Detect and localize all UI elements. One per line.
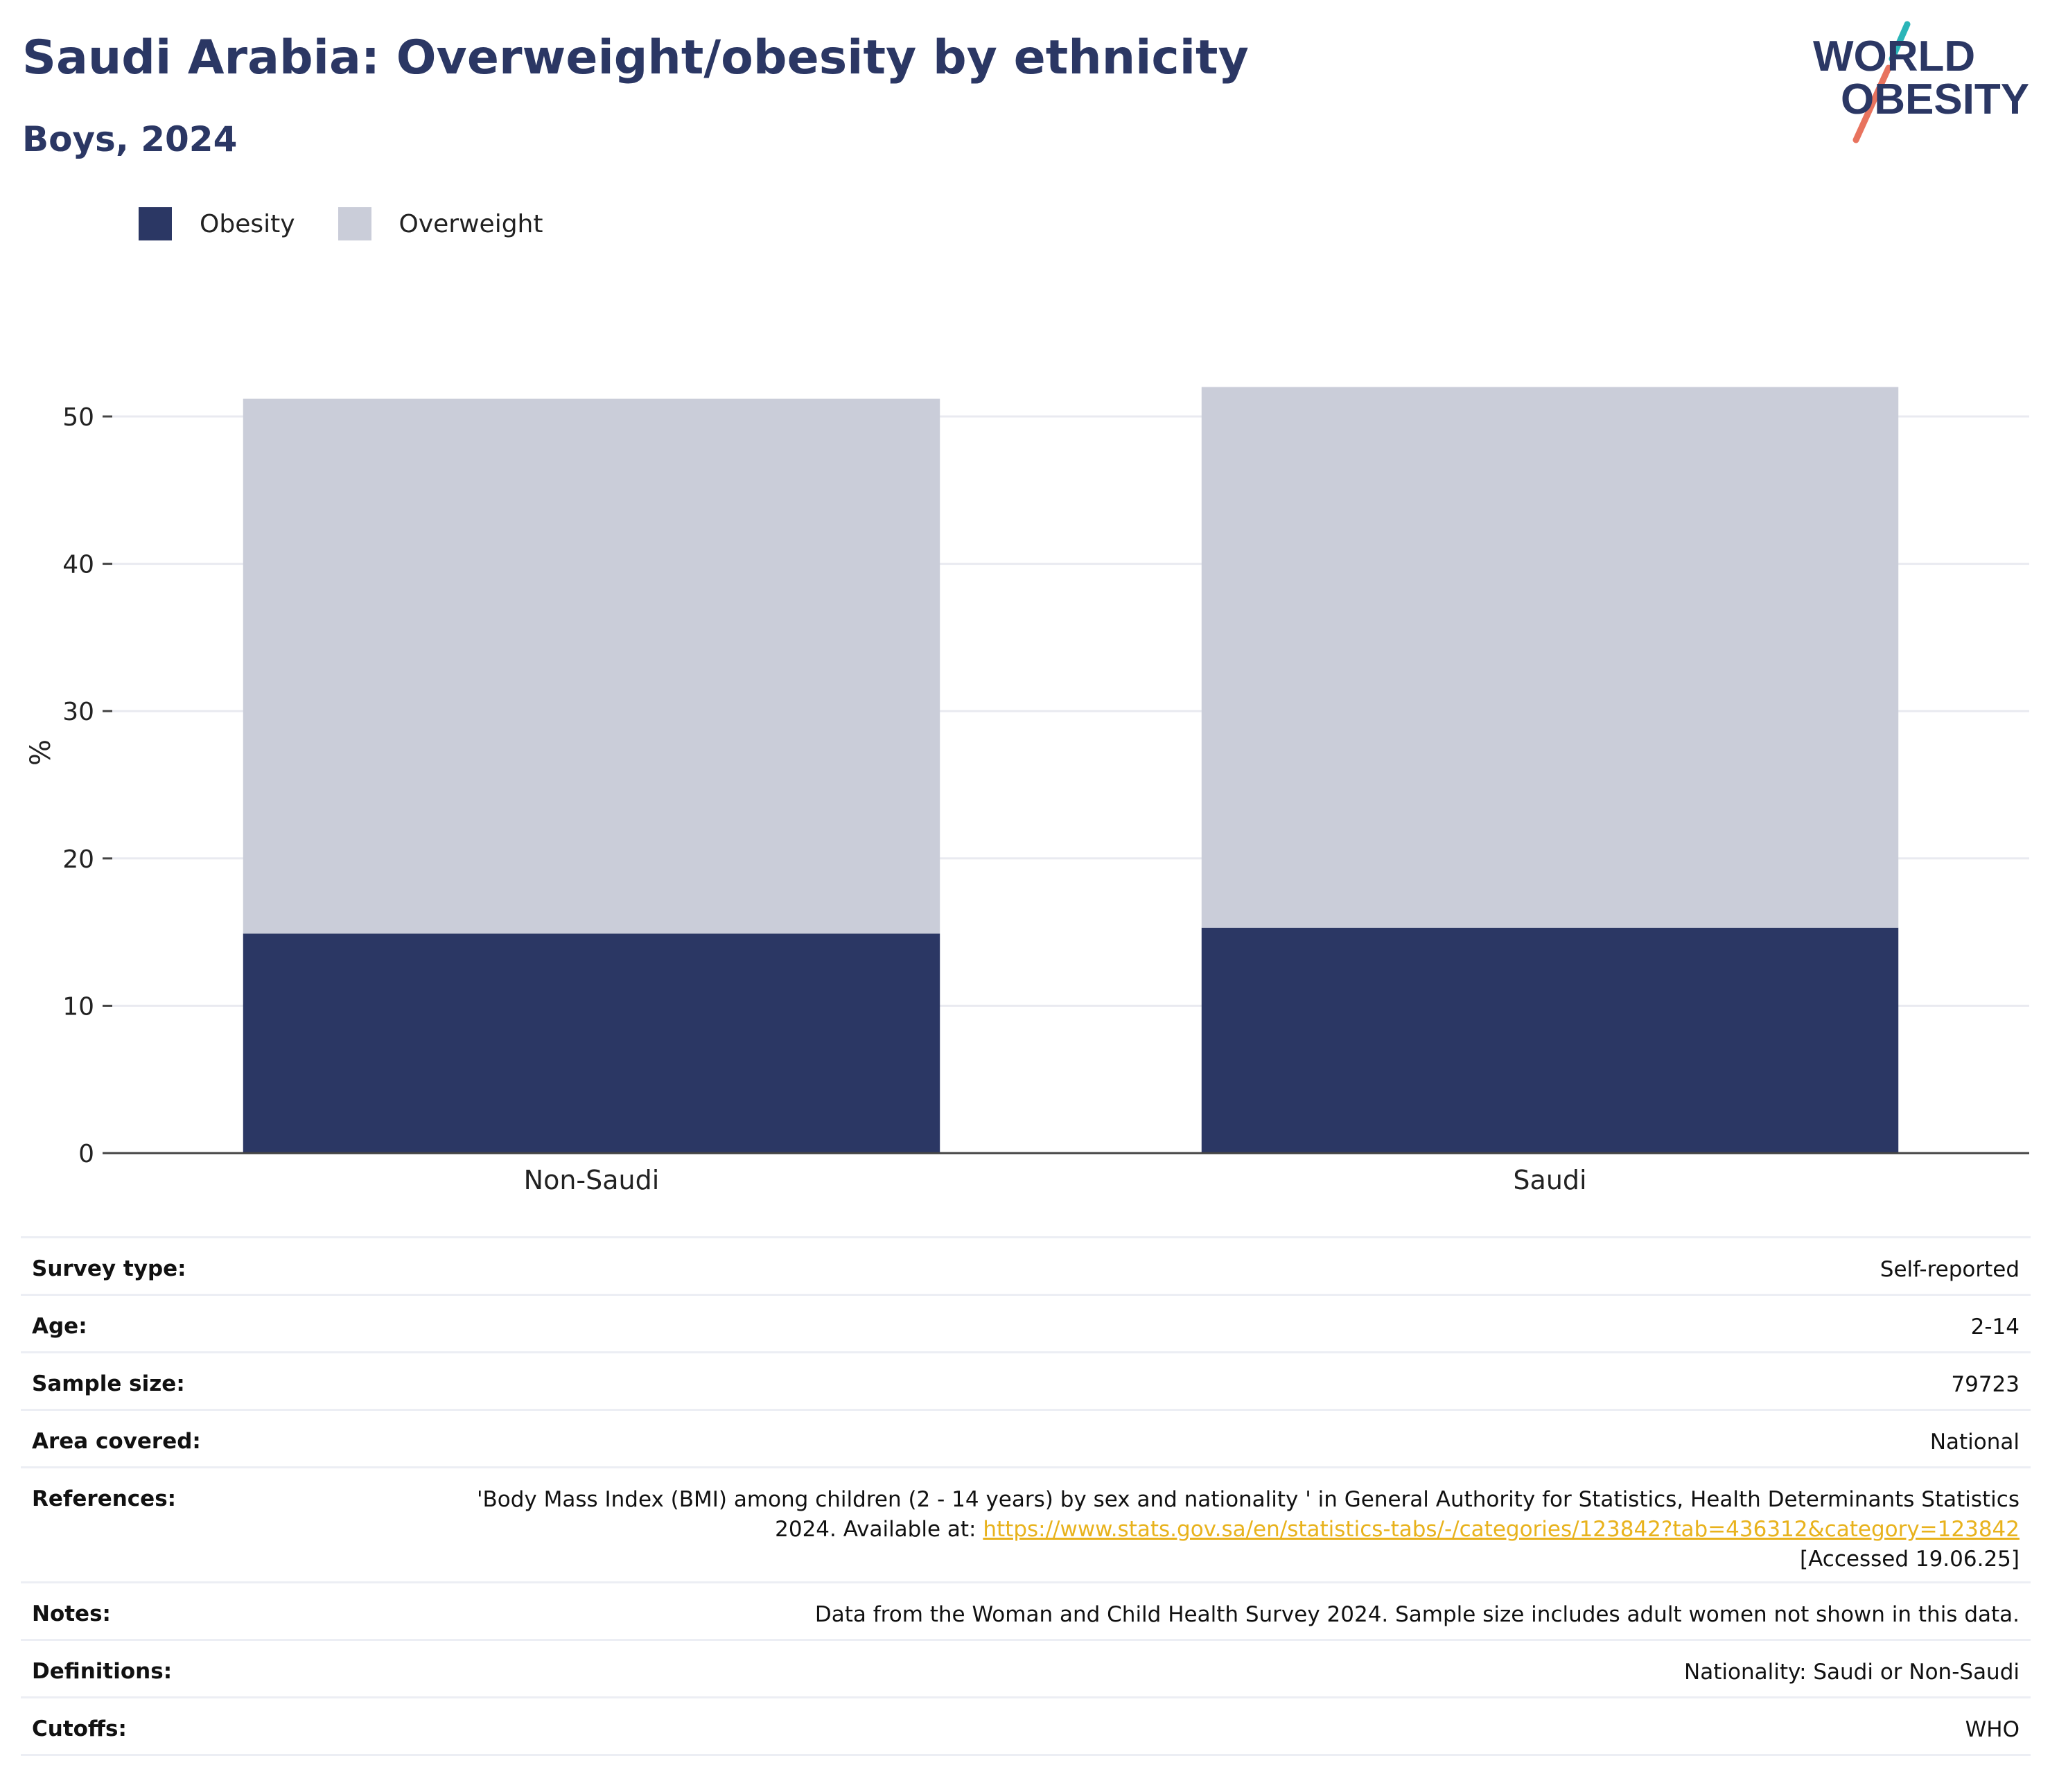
chart-title: Saudi Arabia: Overweight/obesity by ethn… <box>22 30 1249 85</box>
area-covered-label: Area covered: <box>32 1429 201 1454</box>
x-tick-label-non-saudi: Non-Saudi <box>524 1165 660 1195</box>
legend-item-obesity[interactable]: Obesity <box>139 207 295 240</box>
notes-label: Notes: <box>32 1601 111 1626</box>
y-axis-label: % <box>25 739 57 766</box>
y-tick-label-0: 0 <box>78 1140 94 1168</box>
bar-obesity-saudi <box>1201 927 1899 1153</box>
y-tick-label-50: 50 <box>62 403 94 432</box>
table-row-definitions: Definitions: Nationality: Saudi or Non-S… <box>21 1641 2031 1698</box>
y-tick-label-10: 10 <box>62 992 94 1021</box>
survey-info-table: Survey type: Self-reported Age: 2-14 Sam… <box>21 1236 2031 1756</box>
logo-teal-slash <box>1889 21 1911 62</box>
survey-type-value: Self-reported <box>1880 1257 2020 1282</box>
chart-legend: Obesity Overweight <box>139 207 586 241</box>
legend-swatch-overweight <box>338 207 371 240</box>
world-obesity-logo: WORLD OBESITY <box>1813 21 2029 143</box>
bar-overweight-saudi <box>1201 387 1899 928</box>
table-row-sample-size: Sample size: 79723 <box>21 1353 2031 1411</box>
references-value: 'Body Mass Index (BMI) among children (2… <box>467 1485 2020 1574</box>
bar-overweight-non-saudi <box>243 398 940 934</box>
references-label: References: <box>32 1486 177 1511</box>
cutoffs-value: WHO <box>1965 1717 2020 1742</box>
references-link[interactable]: https://www.stats.gov.sa/en/statistics-t… <box>983 1517 2020 1542</box>
area-covered-value: National <box>1929 1430 2020 1455</box>
survey-type-label: Survey type: <box>32 1256 186 1281</box>
table-row-references: References: 'Body Mass Index (BMI) among… <box>21 1468 2031 1583</box>
bar-obesity-non-saudi <box>243 933 940 1153</box>
table-row-survey-type: Survey type: Self-reported <box>21 1238 2031 1296</box>
references-text: 'Body Mass Index (BMI) among children (2… <box>476 1487 2020 1542</box>
stacked-bar-chart: 0 10 20 30 40 50% Non-Saudi Saudi <box>25 387 2029 1195</box>
sample-size-label: Sample size: <box>32 1371 185 1396</box>
logo-text-world: WORLD <box>1813 33 1975 80</box>
definitions-label: Definitions: <box>32 1659 173 1684</box>
logo-coral-slash <box>1852 64 1892 143</box>
age-value: 2-14 <box>1970 1315 2020 1339</box>
table-row-area-covered: Area covered: National <box>21 1411 2031 1468</box>
legend-label-obesity: Obesity <box>200 209 295 238</box>
logo-text-obesity: OBESITY <box>1841 76 2029 123</box>
table-row-cutoffs: Cutoffs: WHO <box>21 1698 2031 1756</box>
chart-subtitle: Boys, 2024 <box>22 119 238 159</box>
y-tick-label-20: 20 <box>62 845 94 874</box>
table-row-notes: Notes: Data from the Woman and Child Hea… <box>21 1583 2031 1641</box>
table-row-age: Age: 2-14 <box>21 1296 2031 1353</box>
definitions-value: Nationality: Saudi or Non-Saudi <box>1684 1660 2020 1685</box>
legend-item-overweight[interactable]: Overweight <box>338 207 543 240</box>
cutoffs-label: Cutoffs: <box>32 1716 127 1741</box>
age-label: Age: <box>32 1314 87 1339</box>
references-accessed: [Accessed 19.06.25] <box>1800 1547 2020 1572</box>
sample-size-value: 79723 <box>1951 1372 2020 1397</box>
y-tick-label-30: 30 <box>62 698 94 726</box>
legend-label-overweight: Overweight <box>398 209 543 238</box>
legend-swatch-obesity <box>139 207 172 240</box>
x-tick-label-saudi: Saudi <box>1513 1165 1586 1195</box>
notes-value: Data from the Woman and Child Health Sur… <box>814 1602 2020 1627</box>
y-tick-label-40: 40 <box>62 551 94 579</box>
